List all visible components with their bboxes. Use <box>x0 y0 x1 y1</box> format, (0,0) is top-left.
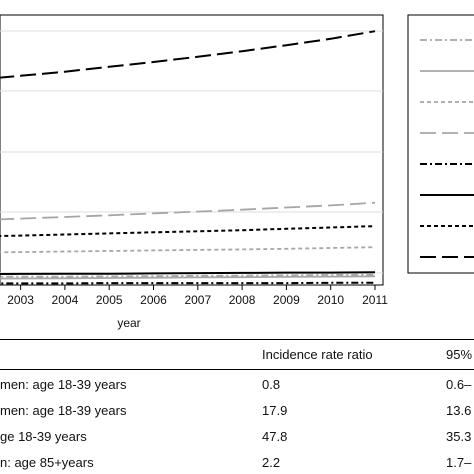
series-line-dash-dot-dark <box>0 281 375 285</box>
x-tick-label: 2010 <box>317 293 344 307</box>
x-tick-label: 2011 <box>362 293 388 307</box>
x-tick-label: 2008 <box>229 293 256 307</box>
row-ratio: 0.8 <box>262 377 281 392</box>
series-line-long-dash-light <box>0 201 376 221</box>
table-header-ci: 95% <box>446 347 473 362</box>
row-ci: 13.6 <box>446 403 472 418</box>
plot-area <box>0 14 384 286</box>
row-ci: 35.3 <box>446 429 472 444</box>
row-ci: 0.6– <box>446 377 472 392</box>
row-ratio: 17.9 <box>262 403 288 418</box>
row-ratio: 2.2 <box>262 455 281 470</box>
x-tick-label: 2009 <box>273 293 300 307</box>
row-ratio: 47.8 <box>262 429 288 444</box>
row-label: n: age 85+years <box>0 455 94 470</box>
row-label: men: age 18-39 years <box>0 377 127 392</box>
row-ci: 1.7– <box>446 455 472 470</box>
line-chart: 2003 2004 2005 2006 2007 2008 2009 2010 2011 yea… <box>0 14 474 330</box>
table-header-rule <box>0 369 474 370</box>
x-axis: 2003 2004 2005 2006 2007 2008 2009 2010 2011 <box>7 285 388 307</box>
series-line-short-dash-light <box>0 246 376 254</box>
x-tick-label: 2004 <box>52 293 79 307</box>
row-label: men: age 18-39 years <box>0 403 127 418</box>
x-tick-label: 2003 <box>7 293 34 307</box>
series-line-solid-light <box>0 275 376 280</box>
x-tick-label: 2007 <box>184 293 211 307</box>
series-line-solid-dark <box>0 271 376 276</box>
series-line-short-dash-dark <box>0 225 376 237</box>
x-axis-title: year <box>117 316 140 330</box>
series-layer <box>0 30 376 285</box>
table-header-ratio: Incidence rate ratio <box>262 347 373 362</box>
x-tick-label: 2005 <box>96 293 123 307</box>
legend <box>420 39 474 258</box>
series-line-dash-dot-light <box>0 273 376 278</box>
x-tick-label: 2006 <box>140 293 167 307</box>
series-line-long-dash-dark <box>0 30 376 79</box>
row-label: ge 18-39 years <box>0 429 87 444</box>
table-top-rule <box>0 339 474 340</box>
legend-box <box>407 14 474 274</box>
